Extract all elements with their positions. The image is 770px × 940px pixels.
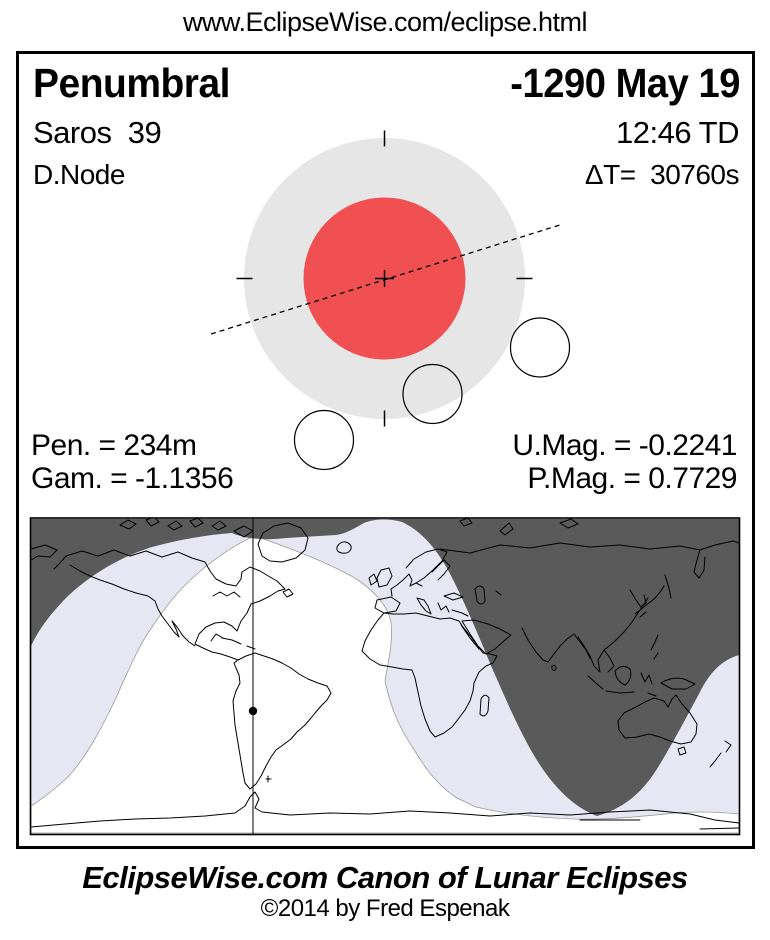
shadow-axis-ticks (236, 130, 533, 427)
moon-position-circle-2 (402, 363, 463, 425)
node-label: D.Node (33, 159, 125, 190)
eclipse-date-label: -1290 May 19 (510, 60, 740, 106)
map-eclipse-visible-region (31, 535, 739, 834)
sublunar-point-dot (248, 706, 258, 716)
map-no-eclipse-region (31, 519, 739, 816)
figure-frame (16, 51, 755, 849)
eclipse-type-label: Penumbral (33, 60, 231, 106)
copyright-label: ©2014 by Fred Espenak (260, 895, 510, 922)
map-border (29, 517, 741, 836)
penumbral-magnitude-label: P.Mag. = 0.7729 (527, 462, 737, 495)
delta-t-label: ΔT= 30760s (584, 159, 740, 190)
visibility-map (29, 517, 741, 836)
umbral-magnitude-label: U.Mag. = -0.2241 (512, 429, 737, 462)
greatest-eclipse-time-label: 12:46 TD (616, 115, 739, 150)
shadow-center-crosshair (375, 270, 394, 287)
gamma-label: Gam. = -1.1356 (31, 462, 234, 495)
moon-position-circle-3 (509, 317, 571, 378)
penumbral-duration-label: Pen. = 234m (31, 429, 197, 462)
coastlines (31, 518, 739, 830)
moon-position-circle-1 (293, 409, 355, 471)
page-url-title: www.EclipseWise.com/eclipse.html (182, 7, 588, 37)
canon-title: EclipseWise.com Canon of Lunar Eclipses (82, 860, 688, 895)
moon-contact-positions (293, 317, 571, 471)
saros-label: Saros 39 (33, 115, 162, 150)
shadow-diagram (210, 130, 571, 471)
